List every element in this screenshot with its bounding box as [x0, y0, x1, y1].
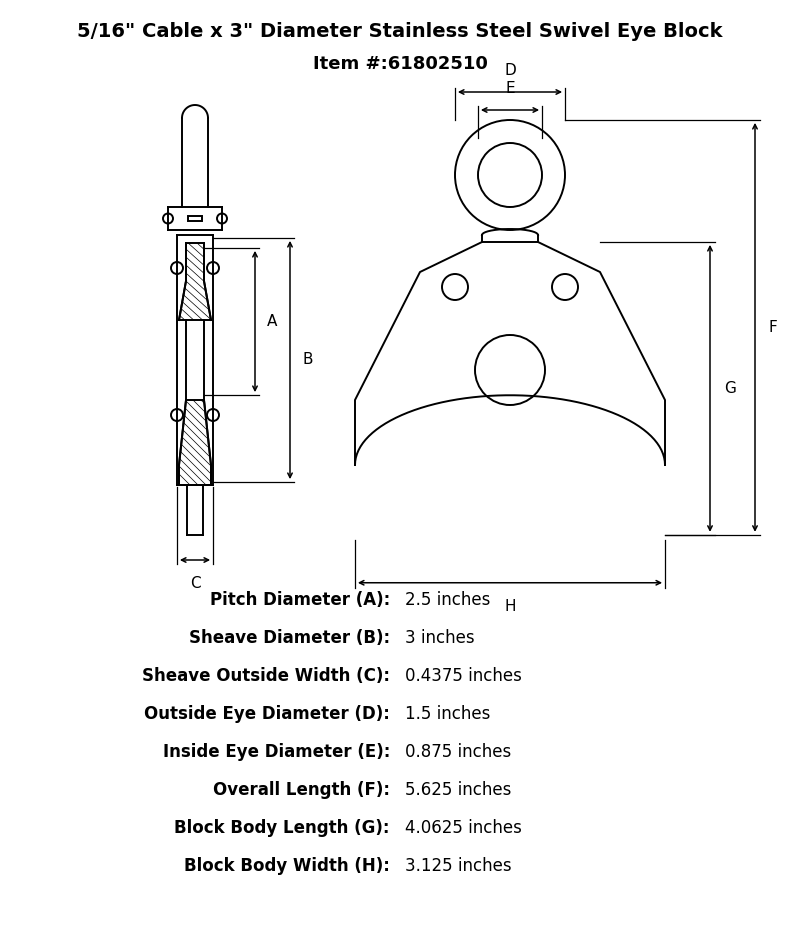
Text: 0.875 inches: 0.875 inches [405, 743, 511, 761]
Text: A: A [267, 314, 278, 329]
Text: 4.0625 inches: 4.0625 inches [405, 819, 522, 837]
Text: Overall Length (F):: Overall Length (F): [213, 781, 390, 799]
Text: B: B [302, 353, 313, 368]
Text: 3.125 inches: 3.125 inches [405, 857, 512, 875]
Text: G: G [724, 381, 736, 396]
Text: 3 inches: 3 inches [405, 629, 474, 647]
Text: F: F [769, 320, 778, 335]
Text: Block Body Length (G):: Block Body Length (G): [174, 819, 390, 837]
Text: Sheave Outside Width (C):: Sheave Outside Width (C): [142, 667, 390, 685]
Text: 2.5 inches: 2.5 inches [405, 591, 490, 609]
Text: H: H [504, 599, 516, 614]
Text: 5/16" Cable x 3" Diameter Stainless Steel Swivel Eye Block: 5/16" Cable x 3" Diameter Stainless Stee… [78, 22, 722, 41]
Text: Inside Eye Diameter (E):: Inside Eye Diameter (E): [162, 743, 390, 761]
Text: E: E [505, 81, 515, 96]
Text: Block Body Width (H):: Block Body Width (H): [184, 857, 390, 875]
Text: Sheave Diameter (B):: Sheave Diameter (B): [189, 629, 390, 647]
Text: Pitch Diameter (A):: Pitch Diameter (A): [210, 591, 390, 609]
Bar [188, 216, 202, 221]
Text: Outside Eye Diameter (D):: Outside Eye Diameter (D): [144, 705, 390, 723]
Text: 5.625 inches: 5.625 inches [405, 781, 511, 799]
Text: C: C [190, 576, 200, 591]
Text: 0.4375 inches: 0.4375 inches [405, 667, 522, 685]
Text: D: D [504, 63, 516, 78]
Text: 1.5 inches: 1.5 inches [405, 705, 490, 723]
Text: Item #:61802510: Item #:61802510 [313, 55, 487, 73]
